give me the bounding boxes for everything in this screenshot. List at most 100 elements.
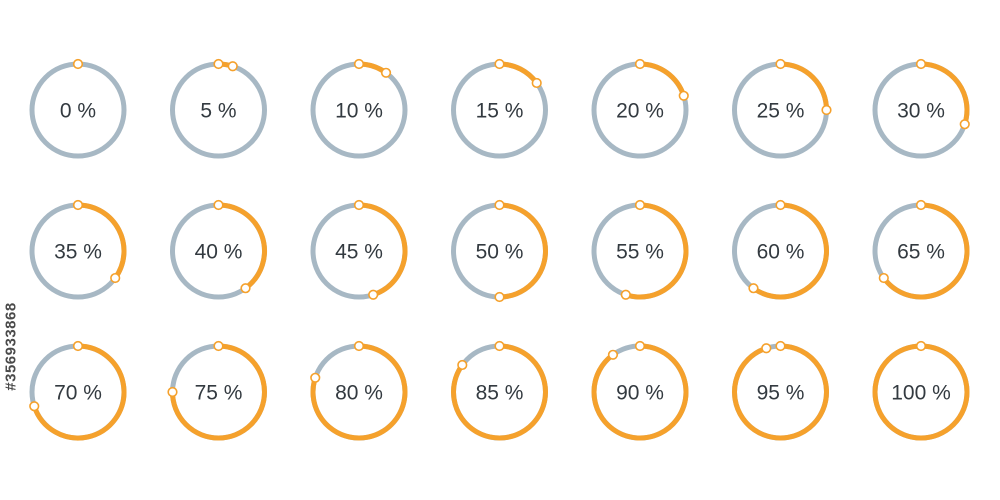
- gauge-end-marker: [380, 67, 392, 78]
- gauge-end-marker: [167, 386, 178, 398]
- gauge-start-marker: [353, 58, 365, 70]
- gauge: 45 %: [310, 199, 408, 300]
- gauge-end-marker: [959, 119, 970, 130]
- gauge-start-marker: [915, 340, 927, 352]
- gauge-start-marker: [494, 58, 505, 70]
- gauge-label: 50 %: [476, 241, 524, 264]
- gauge-end-marker: [748, 283, 759, 294]
- gauge-label: 5 %: [200, 100, 236, 123]
- gauge-end-marker: [620, 289, 631, 300]
- gauge-label: 30 %: [897, 100, 945, 123]
- gauge-progress-arc: [358, 202, 408, 298]
- gauge-end-marker: [110, 272, 121, 284]
- gauge-end-marker: [29, 401, 40, 412]
- gauge-end-marker: [457, 359, 468, 371]
- gauge-end-marker: [240, 283, 251, 294]
- gauge-label: 85 %: [476, 382, 524, 405]
- gauge-label: 60 %: [757, 241, 805, 264]
- gauge-progress-arc: [751, 202, 829, 300]
- gauge-end-marker: [310, 372, 321, 383]
- gauge: 65 %: [872, 199, 970, 300]
- gauge-label: 25 %: [757, 100, 805, 123]
- gauge-progress-arc: [77, 202, 127, 280]
- gauge-progress-arc: [499, 61, 539, 85]
- gauge-label: 15 %: [476, 100, 524, 123]
- gauge-label: 65 %: [897, 241, 945, 264]
- gauge-start-marker: [72, 199, 84, 211]
- gauge: 25 %: [732, 58, 832, 159]
- gauge-start-marker: [634, 340, 646, 352]
- gauge: 5 %: [170, 58, 267, 159]
- gauge-end-marker: [227, 61, 238, 72]
- gauge-label: 70 %: [54, 382, 102, 405]
- gauge-start-marker: [634, 58, 646, 70]
- watermark-id: #356933868: [2, 256, 20, 436]
- gauge-progress-arc: [639, 61, 687, 97]
- gauge-start-marker: [213, 199, 224, 211]
- gauge-progress-arc: [732, 343, 829, 441]
- gauge-progress-arc: [499, 202, 548, 300]
- gauge-label: 0 %: [60, 100, 96, 123]
- gauge-label: 20 %: [616, 100, 664, 123]
- gauge-progress-arc: [920, 61, 970, 125]
- gauge: 10 %: [310, 58, 408, 159]
- gauge: 75 %: [167, 340, 267, 441]
- gauge: 60 %: [732, 199, 829, 300]
- gauge-start-marker: [494, 199, 505, 211]
- gauge-label: 95 %: [757, 382, 805, 405]
- gauge: 20 %: [591, 58, 689, 159]
- gauge-start-marker: [634, 199, 646, 211]
- gauge-label: 55 %: [616, 241, 664, 264]
- gauge-end-marker: [761, 343, 772, 354]
- gauge-label: 80 %: [335, 382, 383, 405]
- gauge: 30 %: [872, 58, 970, 159]
- gauge-end-marker: [821, 104, 832, 116]
- gauge-start-marker: [775, 340, 786, 352]
- gauge-end-marker: [368, 289, 379, 300]
- gauge-end-marker: [678, 90, 689, 101]
- gauge-start-marker: [213, 58, 224, 70]
- gauge-progress-arc: [218, 202, 267, 291]
- gauge: 35 %: [29, 199, 127, 300]
- gauge: 80 %: [310, 340, 408, 441]
- gauge-label: 10 %: [335, 100, 383, 123]
- gauge-end-marker: [494, 291, 505, 303]
- gauge-start-marker: [72, 340, 84, 352]
- gauge-progress-arc: [591, 343, 689, 441]
- gauge-start-marker: [915, 58, 927, 70]
- gauge-end-marker: [531, 77, 542, 89]
- gauge-label: 90 %: [616, 382, 664, 405]
- gauge: 100 %: [872, 340, 970, 441]
- gauge-start-marker: [213, 340, 224, 352]
- gauge: 90 %: [591, 340, 689, 441]
- gauge: 50 %: [451, 199, 548, 303]
- gauge: 85 %: [451, 340, 548, 441]
- gauge: 0 %: [29, 58, 127, 159]
- gauge-start-marker: [353, 199, 365, 211]
- gauge-progress-arc: [625, 202, 689, 300]
- gauge: 40 %: [170, 199, 267, 300]
- gauge-label: 45 %: [335, 241, 383, 264]
- gauge-progress-arc: [451, 343, 548, 441]
- gauge: 70 %: [29, 340, 127, 441]
- gauge-start-marker: [494, 340, 505, 352]
- gauge-start-marker: [775, 199, 786, 211]
- gauge-progress-arc: [780, 61, 829, 111]
- gauge-progress-arc: [170, 343, 267, 441]
- gauge: 95 %: [732, 340, 829, 441]
- gauge: 15 %: [451, 58, 548, 159]
- gauge-start-marker: [775, 58, 786, 70]
- gauge-label: 40 %: [195, 241, 243, 264]
- gauge-progress-arc: [881, 202, 970, 300]
- watermark-id-text: #356933868: [2, 301, 20, 391]
- gauge-label: 75 %: [195, 382, 243, 405]
- gauge-progress-arc: [310, 343, 408, 441]
- gauge-start-marker: [72, 58, 84, 70]
- gauge-start-marker: [915, 199, 927, 211]
- gauge-end-marker: [607, 349, 619, 360]
- gauge-label: 100 %: [891, 382, 951, 405]
- gauge-label: 35 %: [54, 241, 102, 264]
- gauge-start-marker: [353, 340, 365, 352]
- gauge-end-marker: [878, 272, 889, 284]
